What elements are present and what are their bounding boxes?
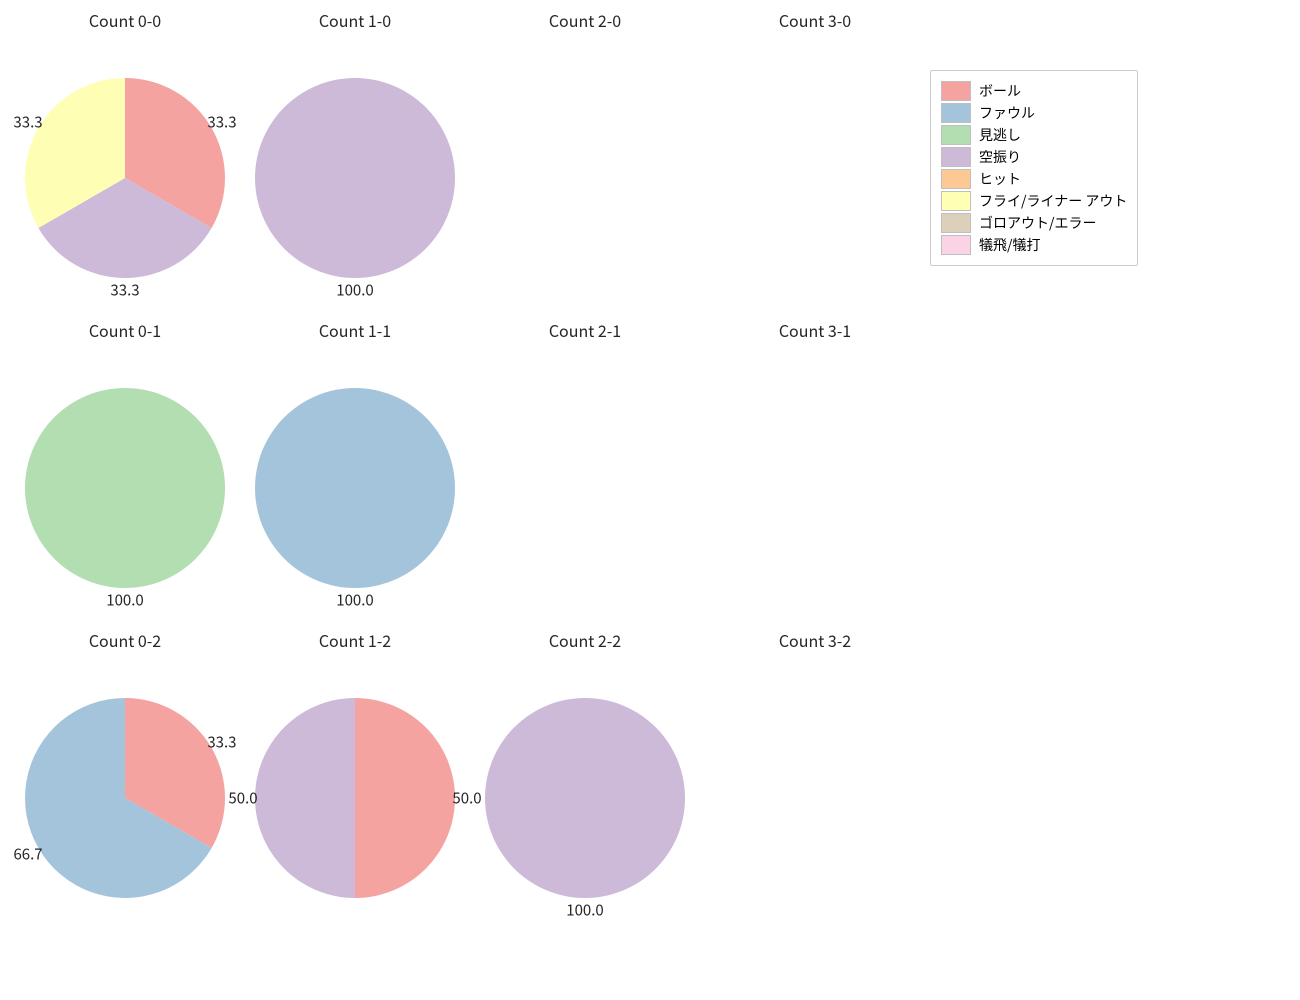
legend-label: 犠飛/犠打	[979, 235, 1041, 255]
pie-slice	[255, 698, 355, 898]
pie-svg	[25, 388, 225, 588]
pie-slice-label: 50.0	[228, 788, 257, 809]
panel-title: Count 1-1	[240, 318, 470, 342]
pie-slice-label: 100.0	[336, 590, 373, 611]
pie-svg	[255, 388, 455, 588]
legend-label: ボール	[979, 81, 1021, 101]
legend-label: 空振り	[979, 147, 1021, 167]
panel-count-count3-2: Count 3-2	[700, 628, 930, 938]
legend-label: ヒット	[979, 169, 1021, 189]
panel-title: Count 2-0	[470, 8, 700, 32]
panel-count-count2-1: Count 2-1	[470, 318, 700, 628]
panel-title: Count 3-2	[700, 628, 930, 652]
panel-count-count0-2: Count 0-2 33.3 66.7	[10, 628, 240, 938]
panel-count-count1-0: Count 1-0 100.0	[240, 8, 470, 318]
legend-item: ゴロアウト/エラー	[941, 213, 1127, 233]
pie-slice-label: 33.3	[207, 112, 236, 133]
pie-slice	[25, 388, 225, 588]
legend-item: ヒット	[941, 169, 1127, 189]
panel-title: Count 0-0	[10, 8, 240, 32]
panel-title: Count 3-1	[700, 318, 930, 342]
pie	[25, 78, 225, 278]
pie-svg	[255, 78, 455, 278]
legend-swatch	[941, 147, 971, 167]
legend-label: フライ/ライナー アウト	[979, 191, 1127, 211]
panel-title: Count 2-1	[470, 318, 700, 342]
legend: ボールファウル見逃し空振りヒットフライ/ライナー アウトゴロアウト/エラー犠飛/…	[930, 70, 1138, 266]
panel-count-count0-1: Count 0-1 100.0	[10, 318, 240, 628]
pie-svg	[25, 698, 225, 898]
legend-label: 見逃し	[979, 125, 1021, 145]
panel-count-count3-1: Count 3-1	[700, 318, 930, 628]
legend-label: ファウル	[979, 103, 1035, 123]
panel-count-count1-1: Count 1-1 100.0	[240, 318, 470, 628]
panel-title: Count 3-0	[700, 8, 930, 32]
legend-item: ボール	[941, 81, 1127, 101]
legend-swatch	[941, 235, 971, 255]
pie-slice	[255, 78, 455, 278]
legend-item: 犠飛/犠打	[941, 235, 1127, 255]
pie-slice	[255, 388, 455, 588]
panel-count-count1-2: Count 1-250.050.0	[240, 628, 470, 938]
pie	[255, 698, 455, 898]
pie-slice-label: 33.3	[110, 280, 139, 301]
panel-title: Count 1-2	[240, 628, 470, 652]
pie	[255, 388, 455, 588]
panel-count-count0-0: Count 0-0 33.3 33.3 33.3	[10, 8, 240, 318]
pie-slice-label: 100.0	[336, 280, 373, 301]
pie	[25, 388, 225, 588]
pie-slice-label: 33.3	[13, 112, 42, 133]
legend-swatch	[941, 213, 971, 233]
pie-slice-label: 100.0	[106, 590, 143, 611]
pie-slice	[355, 698, 455, 898]
pie-slice-label: 33.3	[207, 731, 236, 752]
pie	[255, 78, 455, 278]
pie-slice-label: 100.0	[566, 900, 603, 921]
chart-stage: Count 0-033.333.333.3Count 1-0100.0Count…	[0, 0, 1300, 1000]
panel-title: Count 2-2	[470, 628, 700, 652]
legend-item: フライ/ライナー アウト	[941, 191, 1127, 211]
panel-title: Count 0-1	[10, 318, 240, 342]
legend-item: 見逃し	[941, 125, 1127, 145]
pie-slice	[485, 698, 685, 898]
legend-swatch	[941, 169, 971, 189]
panel-title: Count 0-2	[10, 628, 240, 652]
legend-swatch	[941, 125, 971, 145]
pie-svg	[25, 78, 225, 278]
panel-title: Count 1-0	[240, 8, 470, 32]
legend-label: ゴロアウト/エラー	[979, 213, 1097, 233]
pie-svg	[485, 698, 685, 898]
pie	[485, 698, 685, 898]
legend-swatch	[941, 103, 971, 123]
pie-slice-label: 66.7	[13, 844, 42, 865]
panel-count-count2-0: Count 2-0	[470, 8, 700, 318]
legend-swatch	[941, 191, 971, 211]
pie-svg	[255, 698, 455, 898]
pie	[25, 698, 225, 898]
legend-item: ファウル	[941, 103, 1127, 123]
legend-swatch	[941, 81, 971, 101]
legend-item: 空振り	[941, 147, 1127, 167]
panel-count-count2-2: Count 2-2 100.0	[470, 628, 700, 938]
panel-count-count3-0: Count 3-0	[700, 8, 930, 318]
